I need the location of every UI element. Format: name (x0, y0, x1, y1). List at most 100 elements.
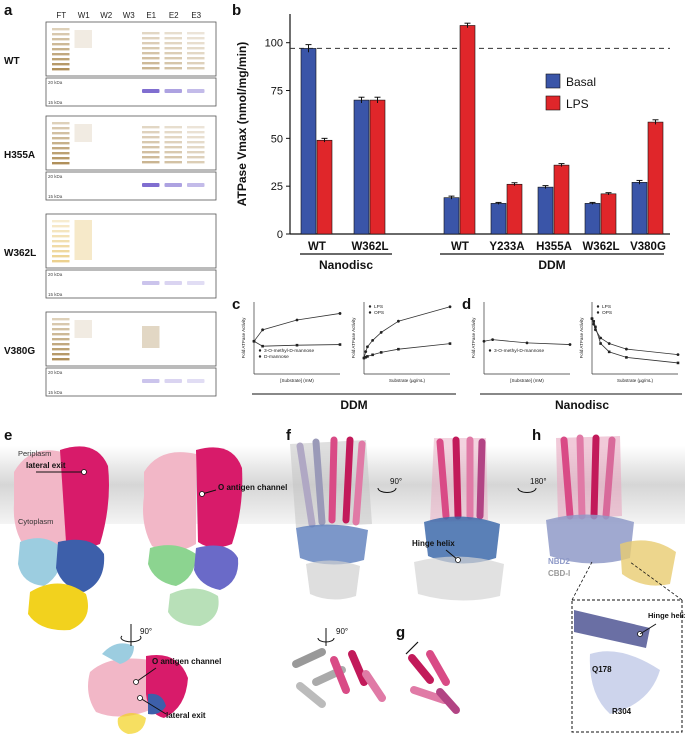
elution-band (142, 151, 160, 154)
rotation-label-f2: 90° (336, 627, 348, 636)
cbd-yellow (28, 583, 88, 631)
nbd-light-blue (18, 538, 63, 586)
elution-band (142, 136, 160, 139)
coomassie-band (142, 281, 160, 285)
coomassie-gel-box-H355A (45, 171, 217, 201)
bar-lps-5 (600, 193, 617, 235)
elution-band (164, 151, 182, 154)
gel-row-label-WT: WT (4, 56, 20, 67)
silver-gel-box-V380G (45, 311, 217, 367)
bar-basal-2 (443, 197, 460, 235)
coomassie-gel-box-V380G (45, 367, 217, 397)
tmd-pink-light-2 (143, 452, 196, 552)
ft-band (52, 122, 70, 125)
elution-band (142, 156, 160, 159)
ft-band (52, 250, 70, 253)
ft-band (52, 240, 70, 243)
elution-band (187, 32, 205, 35)
marker-20kda: 20 kDa (48, 80, 63, 85)
nanodisc-group-label: Nanodisc (555, 398, 609, 412)
series-line-0-1 (253, 340, 341, 347)
ft-band (52, 127, 70, 130)
panel-letter-h: h (532, 427, 542, 444)
point (448, 342, 452, 345)
point (252, 339, 256, 343)
coomassie-band (142, 379, 160, 383)
point (590, 317, 594, 320)
bar-basal-1 (353, 99, 370, 235)
ft-band (52, 68, 70, 71)
elution-band (187, 156, 205, 159)
coomassie-band (187, 183, 205, 187)
legend-marker (368, 305, 372, 308)
zoom-box (571, 599, 683, 733)
point (625, 347, 628, 351)
point (295, 343, 299, 347)
small-legend-label: D-mannose (264, 354, 289, 360)
coomassie-band (164, 379, 182, 383)
hinge-helix-zoom (574, 610, 650, 648)
point (371, 353, 374, 357)
ft-band (52, 162, 70, 165)
point (397, 319, 400, 323)
legend-marker (258, 349, 262, 352)
elution-band (187, 67, 205, 70)
bar-lps-2 (459, 25, 476, 235)
ft-band (52, 358, 70, 361)
cartoon-f-side (290, 436, 372, 600)
cytoplasm-label: Cytoplasm (18, 517, 53, 526)
group-label-ddm: DDM (538, 258, 565, 272)
panel-letter-a: a (4, 2, 13, 19)
series-line-1-1 (363, 343, 451, 359)
o-antigen-channel-label: O antigen channel (218, 483, 287, 492)
lane-label-W1: W1 (78, 11, 91, 20)
nbd-purple (194, 545, 239, 590)
top-light-blue (102, 643, 134, 664)
point (362, 356, 366, 360)
elution-band (142, 131, 160, 134)
point (261, 328, 264, 332)
elution-band (142, 37, 160, 40)
elution-band (187, 126, 205, 129)
lane-label-E3: E3 (191, 11, 201, 20)
marker-15kda: 15 kDa (48, 390, 63, 395)
point (261, 344, 264, 348)
elution-band (164, 131, 182, 134)
elution-band (142, 52, 160, 55)
elution-band (164, 62, 182, 65)
elution-band (142, 146, 160, 149)
elution-band (164, 47, 182, 50)
legend-marker (368, 311, 372, 314)
point (482, 339, 486, 343)
marker-15kda: 15 kDa (48, 100, 63, 105)
bar-basal-6 (631, 182, 648, 235)
panel-letter-c: c (232, 296, 241, 313)
top-yellow (117, 713, 146, 734)
category-label-5: W362L (582, 241, 619, 253)
small-legend-label: LPS (602, 304, 611, 310)
lane-label-W3: W3 (123, 11, 136, 20)
rotation-label-h: 180° (530, 477, 547, 486)
elution-band (142, 57, 160, 60)
r304-label: R304 (612, 707, 632, 716)
elution-band (164, 57, 182, 60)
silver-gel-box-WT (45, 21, 217, 77)
point (594, 325, 597, 329)
nbd-green (148, 545, 196, 586)
ft-band (52, 318, 70, 321)
series-line-0-0 (253, 313, 341, 342)
point (676, 353, 680, 357)
legend-marker (258, 355, 262, 358)
lateral-exit-label-2: lateral exit (166, 711, 206, 720)
elution-band (187, 161, 205, 164)
elution-band (164, 161, 182, 164)
ft-band (52, 235, 70, 238)
gel-row-label-W362L: W362L (4, 248, 36, 259)
gel-row-label-V380G: V380G (4, 346, 35, 357)
category-label-6: V380G (630, 241, 666, 253)
elution-band (187, 57, 205, 60)
bar-lps-4 (553, 164, 570, 235)
cbd-green-light (168, 588, 219, 626)
elution-band (142, 32, 160, 35)
ft-band (52, 353, 70, 356)
